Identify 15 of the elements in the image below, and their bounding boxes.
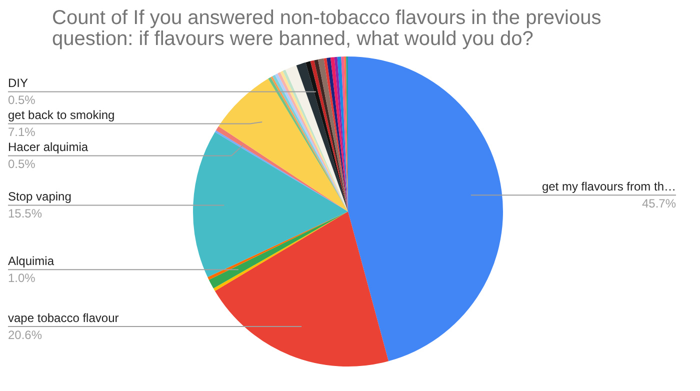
data-label: 45.7% [642, 196, 676, 210]
slice-label: get back to smoking [8, 108, 115, 122]
slice-label: Alquimia [8, 254, 54, 268]
data-label: 0.5% [8, 157, 36, 172]
data-label: 1.0% [8, 270, 36, 285]
chart-title: Count of If you answered non-tobacco flavours in the previous question: if flavours were banned, what would you do? [52, 7, 602, 50]
slice-label: Hacer alquimia [8, 140, 88, 154]
data-label: 15.5% [8, 206, 42, 221]
slice-label: vape tobacco flavour [8, 310, 119, 325]
data-label: 0.5% [8, 93, 36, 108]
data-label: 20.6% [8, 328, 42, 342]
slice-label: Stop vaping [8, 190, 72, 204]
slice-label: DIY [8, 76, 28, 90]
slice-label: get my flavours from th… [542, 179, 676, 194]
data-label: 7.1% [8, 125, 36, 140]
